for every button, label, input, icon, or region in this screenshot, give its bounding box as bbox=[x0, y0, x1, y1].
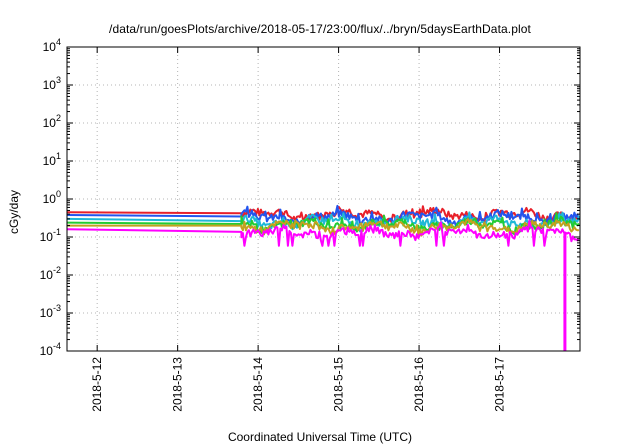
y-tick-label: 10-4 bbox=[40, 341, 61, 358]
series-line bbox=[67, 218, 580, 237]
x-tick-label: 2018-5-17 bbox=[493, 357, 507, 412]
series-group bbox=[66, 204, 580, 351]
x-tick-label: 2018-5-16 bbox=[412, 357, 426, 412]
y-tick-label: 10-1 bbox=[40, 227, 61, 244]
series-line bbox=[66, 219, 580, 247]
x-tick-label: 2018-5-14 bbox=[251, 357, 265, 412]
chart-title: /data/run/goesPlots/archive/2018-05-17/2… bbox=[109, 22, 531, 36]
y-axis: 10-4 10-3 10-2 10-1 100 101 102 103 104 bbox=[40, 37, 580, 358]
x-tick-label: 2018-5-15 bbox=[332, 357, 346, 412]
y-tick-label: 102 bbox=[43, 113, 61, 130]
x-tick-label: 2018-5-13 bbox=[171, 357, 185, 412]
grid-lines bbox=[67, 47, 580, 351]
x-tick-label: 2018-5-12 bbox=[90, 357, 104, 412]
y-tick-label: 100 bbox=[43, 189, 61, 206]
y-tick-label: 103 bbox=[43, 75, 61, 92]
y-tick-label: 104 bbox=[43, 37, 61, 54]
y-axis-label: cGy/day bbox=[7, 189, 21, 235]
x-axis: 2018-5-12 2018-5-13 2018-5-14 2018-5-15 2018… bbox=[90, 47, 507, 412]
y-tick-label: 10-2 bbox=[40, 265, 61, 282]
x-axis-label: Coordinated Universal Time (UTC) bbox=[227, 430, 413, 444]
y-tick-label: 101 bbox=[43, 151, 61, 168]
y-tick-label: 10-3 bbox=[40, 303, 61, 320]
